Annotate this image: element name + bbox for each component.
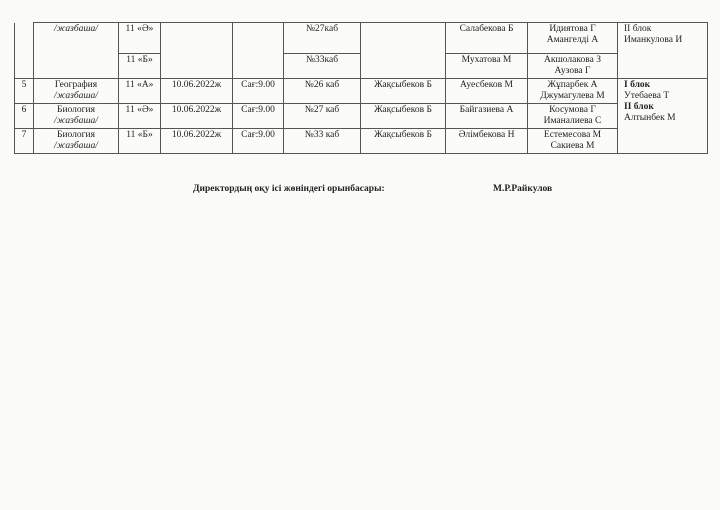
signature-position: Директордың оқу ісі жөніндегі орынбасары…: [193, 184, 385, 194]
signature-name: М.Р.Райкулов: [493, 184, 553, 194]
table-row: 6 Биология/жазбаша/ 11 «Ә» 10.06.2022ж С…: [14, 103, 708, 129]
table-row: /жазбаша/ 11 «Ә» №27каб Салабекова Б Иди…: [14, 22, 708, 79]
schedule-table: /жазбаша/ 11 «Ә» №27каб Салабекова Б Иди…: [14, 22, 708, 154]
table-row: 11 «Б» №33каб Мухатова М Акшолакова З Ауз…: [15, 53, 708, 79]
table-row: 7 Биология/жазбаша/ 11 «Б» 10.06.2022ж С…: [14, 128, 708, 154]
table-row: 5 География/жазбаша/ 11 «А» 10.06.2022ж …: [14, 78, 708, 154]
